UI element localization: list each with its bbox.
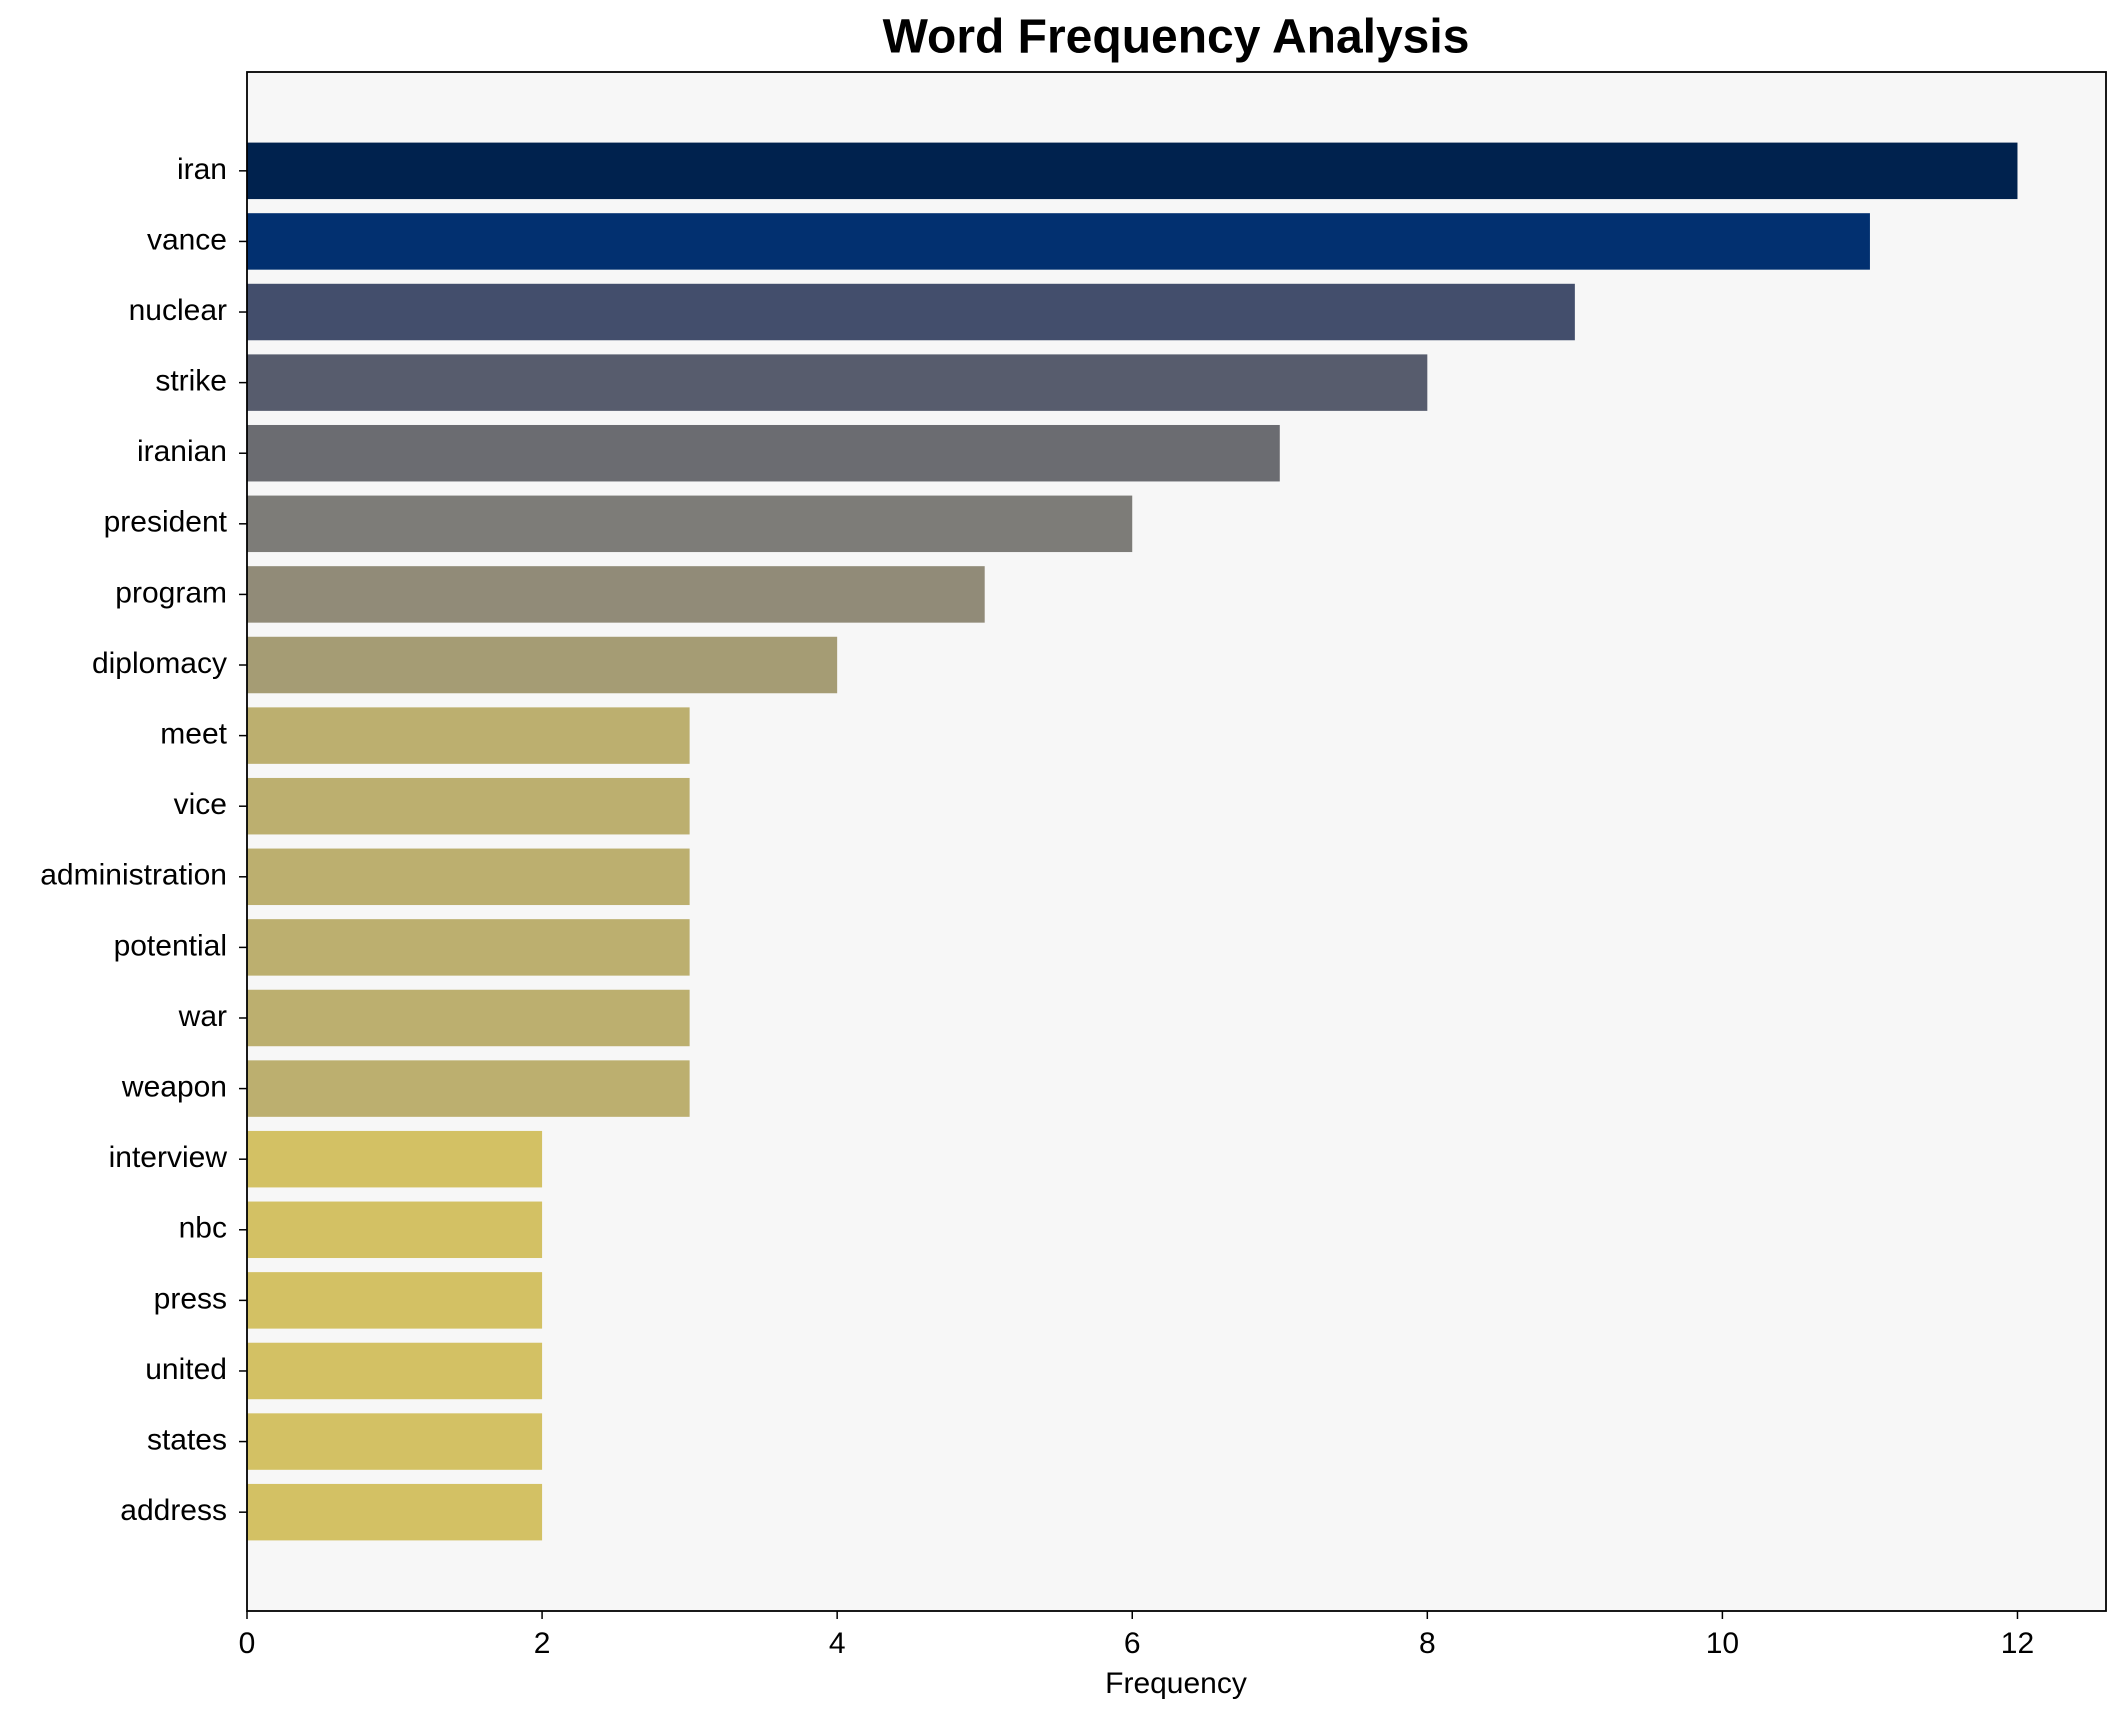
x-tick-label: 6 [1124,1627,1141,1660]
bar [247,919,690,976]
x-tick-label: 4 [829,1627,846,1660]
y-tick-label: president [104,506,228,539]
bar [247,636,838,694]
y-tick-label: nuclear [129,294,227,327]
y-tick-label: vice [174,788,227,821]
bar [247,566,985,623]
bar [247,1342,543,1400]
bar [247,142,2018,200]
bar [247,777,690,835]
bar [247,1272,543,1329]
y-tick-label: meet [160,718,227,751]
y-tick-label: address [120,1494,227,1527]
y-tick-label: administration [40,859,227,892]
bar [247,1413,543,1470]
y-tick-label: program [115,576,227,609]
plot-frame [246,71,2107,1612]
bar [247,1130,543,1188]
y-tick-label: united [145,1353,227,1386]
bar [247,1201,543,1259]
y-tick-label: war [178,1000,227,1033]
y-tick-label: states [147,1423,227,1456]
x-tick-label: 12 [2001,1627,2034,1660]
x-tick-label: 2 [534,1627,551,1660]
bar [247,354,1428,411]
bar [247,283,1575,341]
y-tick-label: potential [114,929,227,962]
y-tick-label: strike [155,365,227,398]
bar [247,213,1870,270]
x-axis-label: Frequency [1105,1667,1247,1700]
bar [247,1483,543,1541]
y-tick-label: interview [109,1141,228,1174]
y-tick-label: nbc [179,1212,227,1245]
y-tick-label: vance [147,223,227,256]
y-tick-label: diplomacy [92,647,227,680]
y-tick-label: iranian [137,435,227,468]
bar [247,1060,690,1117]
y-tick-label: press [154,1282,227,1315]
x-tick-label: 10 [1706,1627,1739,1660]
y-tick-label: iran [177,153,227,186]
bar [247,848,690,906]
x-tick-label: 0 [239,1627,256,1660]
bar [247,707,690,764]
x-tick-label: 8 [1419,1627,1436,1660]
bar [247,424,1280,482]
bar [247,989,690,1047]
chart-title: Word Frequency Analysis [883,11,1470,64]
bar [247,495,1133,553]
y-tick-label: weapon [121,1071,227,1104]
